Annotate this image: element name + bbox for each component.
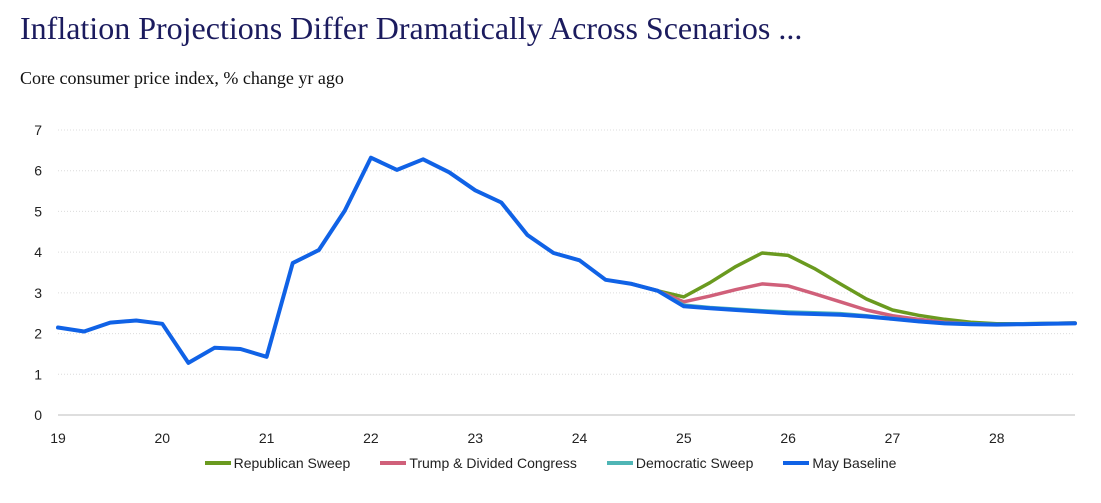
legend: Republican Sweep Trump & Divided Congress…	[0, 455, 1101, 471]
legend-swatch	[204, 461, 231, 465]
x-tick-label: 25	[676, 430, 692, 446]
legend-label: Democratic Sweep	[635, 455, 754, 471]
y-tick-label: 0	[34, 407, 42, 423]
y-tick-label: 6	[34, 163, 42, 179]
y-tick-label: 2	[34, 326, 42, 342]
x-tick-label: 28	[989, 430, 1005, 446]
legend-swatch	[783, 461, 810, 465]
legend-item-democratic-sweep: Democratic Sweep	[606, 455, 754, 471]
legend-item-may-baseline: May Baseline	[783, 455, 896, 471]
series-line-may-baseline	[56, 155, 1077, 365]
legend-swatch	[380, 461, 407, 465]
chart-title: Inflation Projections Differ Dramaticall…	[20, 10, 803, 46]
y-tick-label: 3	[34, 285, 42, 301]
y-tick-label: 1	[34, 366, 42, 382]
x-tick-label: 22	[363, 430, 379, 446]
x-tick-label: 20	[155, 430, 171, 446]
x-tick-label: 21	[259, 430, 275, 446]
x-tick-label: 26	[780, 430, 796, 446]
legend-item-republican-sweep: Republican Sweep	[204, 455, 351, 471]
y-tick-label: 4	[34, 244, 42, 260]
legend-item-trump-divided-congress: Trump & Divided Congress	[380, 455, 577, 471]
x-tick-label: 27	[885, 430, 901, 446]
x-tick-label: 24	[572, 430, 588, 446]
x-tick-label: 23	[467, 430, 483, 446]
x-tick-label: 19	[50, 430, 66, 446]
legend-swatch	[606, 461, 633, 465]
y-tick-label: 7	[34, 122, 42, 138]
legend-label: May Baseline	[812, 455, 897, 471]
y-tick-label: 5	[34, 203, 42, 219]
chart-subtitle: Core consumer price index, % change yr a…	[20, 68, 344, 88]
legend-label: Trump & Divided Congress	[409, 455, 577, 471]
legend-label: Republican Sweep	[233, 455, 351, 471]
